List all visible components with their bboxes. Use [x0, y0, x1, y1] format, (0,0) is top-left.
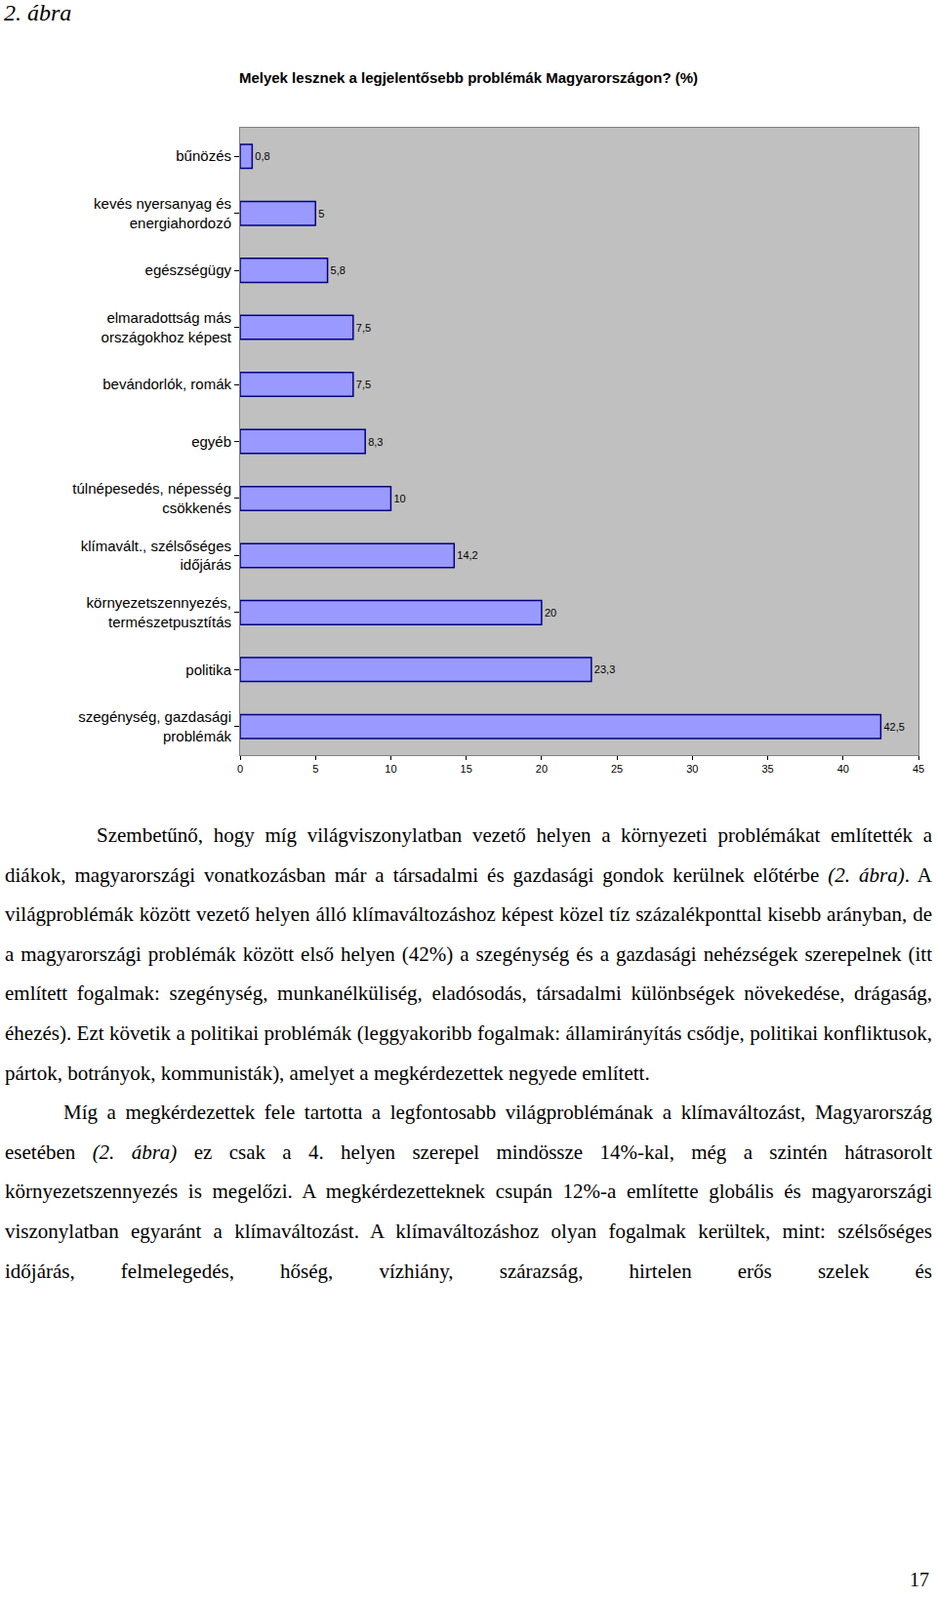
- svg-text:környezetszennyezés,természetp: környezetszennyezés,természetpusztítás: [86, 594, 232, 631]
- svg-text:5,8: 5,8: [330, 264, 346, 277]
- svg-text:25: 25: [611, 763, 623, 775]
- svg-text:40: 40: [837, 763, 850, 775]
- svg-text:30: 30: [686, 763, 698, 775]
- svg-text:0,8: 0,8: [254, 150, 270, 163]
- svg-text:bűnözés: bűnözés: [175, 147, 232, 164]
- svg-text:35: 35: [761, 763, 774, 775]
- svg-text:0: 0: [237, 763, 244, 775]
- svg-text:egyéb: egyéb: [191, 433, 232, 450]
- svg-text:7,5: 7,5: [356, 322, 371, 334]
- svg-text:Melyek lesznek a legjelentőseb: Melyek lesznek a legjelentősebb problémá…: [239, 69, 698, 86]
- svg-text:45: 45: [912, 763, 925, 775]
- svg-text:5: 5: [312, 763, 319, 775]
- svg-text:15: 15: [460, 763, 473, 775]
- svg-text:politika: politika: [185, 661, 232, 679]
- html-text:2. ábra: 2. ábra: [3, 0, 72, 26]
- svg-text:14,2: 14,2: [456, 549, 478, 562]
- svg-text:10: 10: [393, 492, 406, 505]
- svg-text:elmaradottság másországokhoz k: elmaradottság másországokhoz képest: [101, 309, 233, 346]
- svg-text:8,3: 8,3: [367, 436, 383, 449]
- svg-text:42,5: 42,5: [883, 721, 904, 734]
- svg-text:egészségügy: egészségügy: [145, 261, 233, 279]
- svg-text:túlnépesedés, népességcsökkené: túlnépesedés, népességcsökkenés: [72, 480, 232, 517]
- svg-text:10: 10: [384, 763, 397, 775]
- svg-text:bevándorlók, romák: bevándorlók, romák: [102, 375, 232, 393]
- svg-text:szegénység, gazdaságiproblémák: szegénység, gazdaságiproblémák: [78, 708, 232, 745]
- svg-text:20: 20: [535, 763, 548, 775]
- svg-text:kevés nyersanyag ésenergiahord: kevés nyersanyag ésenergiahordozó: [93, 195, 232, 232]
- svg-text:23,3: 23,3: [594, 663, 615, 676]
- html-text:17: 17: [909, 1569, 930, 1591]
- svg-text:7,5: 7,5: [356, 378, 371, 391]
- html-text:Míg a megkérdezettek fele tart: Míg a megkérdezettek fele tartotta a leg…: [4, 1101, 933, 1284]
- html-text:Szembetűnő, hogy míg világvisz: Szembetűnő, hogy míg világviszonylatban …: [4, 823, 933, 1085]
- svg-text:5: 5: [318, 207, 325, 220]
- svg-text:20: 20: [544, 607, 557, 619]
- svg-text:klímavált., szélsőségesidőjárá: klímavált., szélsőségesidőjárás: [81, 537, 232, 574]
